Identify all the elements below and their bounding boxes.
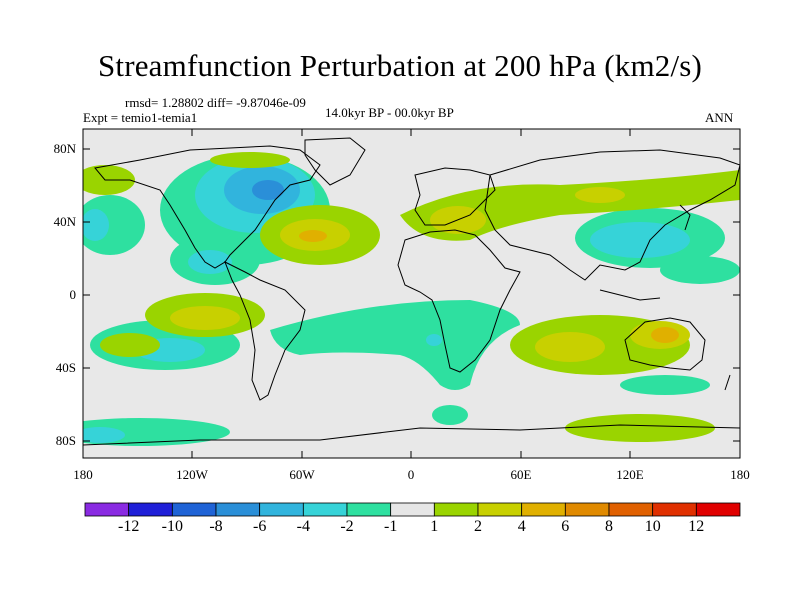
colorbar-swatch [84, 502, 130, 517]
colorbar-label: 6 [561, 518, 570, 535]
experiment-label: Expt = temio1-temia1 [83, 110, 198, 125]
colorbar-swatch [695, 502, 741, 517]
colorbar-label: 12 [688, 518, 705, 535]
colorbar-label: -2 [340, 518, 354, 535]
colorbar-label: -12 [118, 518, 140, 535]
colorbar-swatch [433, 502, 479, 517]
y-tick-label: 0 [69, 287, 77, 302]
period-label: 14.0kyr BP - 00.0kyr BP [325, 105, 454, 120]
y-tick-label: 40S [55, 360, 76, 375]
colorbar-label: 10 [644, 518, 661, 535]
negative-anomaly-areas [83, 155, 740, 446]
colorbar [84, 502, 741, 517]
colorbar-label: -1 [384, 518, 398, 535]
x-tick-label: 60W [289, 467, 315, 482]
colorbar-label: -4 [296, 518, 310, 535]
x-tick-label: 180 [73, 467, 93, 482]
x-tick-label: 60E [510, 467, 532, 482]
colorbar-swatch [346, 502, 392, 517]
coastlines [83, 137, 740, 446]
colorbar-label: -6 [253, 518, 267, 535]
colorbar-label: -8 [209, 518, 223, 535]
contour-fields [83, 152, 740, 446]
colorbar-label: 1 [430, 518, 439, 535]
x-tick-label: 120W [176, 467, 208, 482]
axis-ticks [83, 129, 740, 458]
colorbar-swatch [390, 502, 435, 517]
season-label: ANN [705, 110, 734, 125]
colorbar-label: 8 [605, 518, 613, 535]
y-tick-label: 40N [53, 214, 76, 229]
x-tick-label: 0 [407, 467, 415, 482]
colorbar-swatch [477, 502, 523, 517]
x-tick-label: 180 [730, 467, 750, 482]
y-tick-label: 80S [55, 433, 76, 448]
x-tick-label: 120E [616, 467, 644, 482]
colorbar-swatch [564, 502, 610, 517]
colorbar-label: -10 [161, 518, 183, 535]
positive-anomaly-areas [83, 152, 740, 442]
y-tick-label: 80N [53, 141, 76, 156]
colorbar-label: 4 [517, 518, 526, 535]
colorbar-swatch [215, 502, 261, 517]
colorbar-swatch [171, 502, 217, 517]
colorbar-swatch [521, 502, 566, 517]
chart-title: Streamfunction Perturbation at 200 hPa (… [97, 48, 703, 83]
colorbar-swatch [652, 502, 697, 517]
colorbar-swatch [608, 502, 654, 517]
colorbar-swatch [302, 502, 348, 517]
colorbar-swatch [128, 502, 173, 517]
colorbar-label: 2 [474, 518, 482, 535]
colorbar-swatch [259, 502, 304, 517]
stats-text: rmsd= 1.28802 diff= -9.87046e-09 [125, 95, 306, 110]
